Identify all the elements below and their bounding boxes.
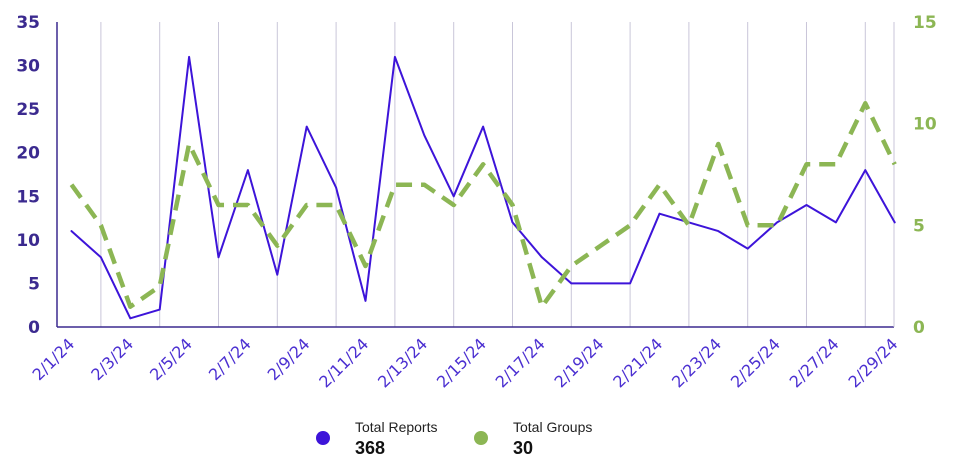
x-tick-label: 2/7/24 <box>205 334 255 384</box>
x-tick-label: 2/13/24 <box>374 334 431 391</box>
legend-reports-label: Total Reports <box>355 419 438 435</box>
grid-lines <box>100 22 866 327</box>
left-tick-label: 30 <box>16 57 40 77</box>
x-tick-label: 2/3/24 <box>87 334 137 384</box>
legend-reports-text: Total Reports 368 <box>355 418 437 460</box>
right-tick-label: 0 <box>913 318 925 338</box>
chart: 0 5 10 15 20 25 30 35 0 5 10 15 2/1/24 2/3/24 2/5/24… <box>16 13 937 391</box>
legend-groups-marker <box>474 431 488 445</box>
x-tick-label: 2/29/24 <box>844 334 901 391</box>
left-tick-label: 35 <box>16 13 40 33</box>
x-tick-label: 2/9/24 <box>264 334 314 384</box>
x-tick-label: 2/25/24 <box>727 334 784 391</box>
x-axis-ticks: 2/1/24 2/3/24 2/5/24 2/7/24 2/9/24 2/11/24 2/1… <box>28 334 901 391</box>
right-tick-label: 5 <box>913 216 925 236</box>
x-tick-label: 2/15/24 <box>433 334 490 391</box>
left-tick-label: 5 <box>28 274 40 294</box>
x-tick-label: 2/27/24 <box>786 334 843 391</box>
left-tick-label: 20 <box>16 144 40 164</box>
legend-groups-value: 30 <box>513 438 534 458</box>
right-axis-ticks: 0 5 10 15 <box>913 13 937 338</box>
right-tick-label: 15 <box>913 13 937 33</box>
left-tick-label: 10 <box>16 231 40 251</box>
legend-groups-label: Total Groups <box>513 419 593 435</box>
x-tick-label: 2/23/24 <box>668 334 725 391</box>
right-tick-label: 10 <box>913 115 937 135</box>
x-tick-label: 2/21/24 <box>609 334 666 391</box>
left-axis-ticks: 0 5 10 15 20 25 30 35 <box>16 13 40 338</box>
legend-reports-marker <box>316 431 330 445</box>
legend-item-reports: Total Reports 368 <box>316 418 437 460</box>
x-tick-label: 2/1/24 <box>28 334 78 384</box>
series-lines <box>69 55 897 320</box>
axes <box>56 22 895 328</box>
left-tick-label: 15 <box>16 187 40 207</box>
series-line-total-groups <box>69 101 897 309</box>
x-tick-label: 2/17/24 <box>492 334 549 391</box>
series-line-total-reports <box>70 55 896 320</box>
legend-reports-value: 368 <box>355 438 386 458</box>
legend-item-groups: Total Groups 30 <box>474 418 592 460</box>
x-tick-label: 2/11/24 <box>315 334 372 391</box>
legend-groups-text: Total Groups 30 <box>513 418 592 460</box>
left-tick-label: 0 <box>28 318 40 338</box>
x-tick-label: 2/19/24 <box>550 334 607 391</box>
x-tick-label: 2/5/24 <box>146 334 196 384</box>
left-tick-label: 25 <box>16 100 40 120</box>
